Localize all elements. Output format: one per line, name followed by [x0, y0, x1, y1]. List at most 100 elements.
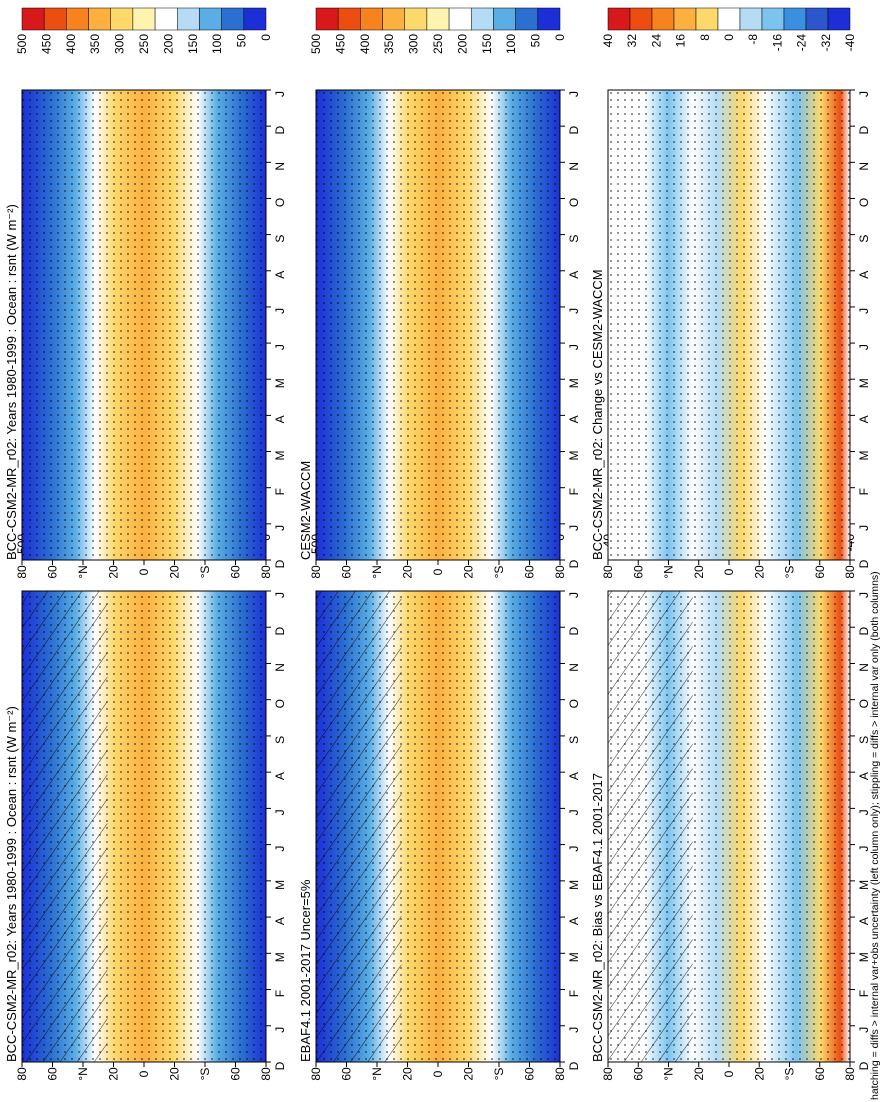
y-tick-label: 60 — [523, 1067, 537, 1081]
y-tick-label: 20 — [692, 1067, 706, 1081]
x-tick-label: J — [273, 525, 287, 531]
colorbar-label: -16 — [770, 34, 784, 52]
colorbar-swatch — [537, 7, 561, 31]
y-tick-label: 80 — [15, 565, 29, 579]
colorbar-swatch — [783, 7, 807, 31]
y-tick-label: °N — [662, 565, 676, 578]
x-tick-label: J — [857, 592, 871, 598]
x-tick-label: S — [567, 736, 581, 744]
colorbar-swatch — [761, 7, 785, 31]
y-tick-label: 0 — [137, 568, 151, 575]
x-tick-label: A — [273, 415, 287, 423]
colorbar-swatch — [651, 7, 675, 31]
x-tick-label: A — [273, 772, 287, 780]
x-tick-label: F — [273, 488, 287, 495]
x-tick-label: J — [567, 846, 581, 852]
y-tick-label: °N — [370, 565, 384, 578]
x-tick-label: J — [857, 846, 871, 852]
colorbar-label: 300 — [407, 34, 421, 54]
y-tick-label: °S — [783, 1068, 797, 1081]
x-tick-label: M — [857, 378, 871, 388]
y-tick-label: 20 — [692, 565, 706, 579]
y-tick-label: 60 — [46, 1067, 60, 1081]
colorbar-swatch — [717, 7, 741, 31]
y-tick-label: 80 — [309, 1067, 323, 1081]
colorbar-label: 200 — [455, 34, 469, 54]
colorbar-label: 300 — [113, 34, 127, 54]
y-tick-label: 20 — [401, 565, 415, 579]
x-tick-label: S — [857, 235, 871, 243]
x-tick-label: J — [567, 809, 581, 815]
y-tick-label: 20 — [168, 565, 182, 579]
x-tick-label: M — [567, 880, 581, 890]
colorbar-swatch — [426, 7, 450, 31]
x-tick-label: N — [857, 663, 871, 672]
colorbar-swatch — [199, 7, 222, 31]
x-tick-label: F — [567, 488, 581, 495]
y-tick-label: 0 — [137, 1070, 151, 1077]
panel-title: BCC-CSM2-MR_r02: Years 1980-1999 : Ocean… — [4, 204, 19, 560]
panel-title: EBAF4.1 2001-2017 Uncer=5% — [298, 879, 313, 1062]
x-tick-label: J — [273, 308, 287, 314]
x-tick-label: M — [273, 378, 287, 388]
y-tick-label: 60 — [229, 1067, 243, 1081]
y-tick-label: 80 — [843, 565, 857, 579]
x-tick-label: S — [857, 736, 871, 744]
colorbar-label: 50 — [529, 34, 543, 48]
y-tick-label: 80 — [259, 565, 273, 579]
y-tick-label: °N — [76, 1067, 90, 1080]
x-tick-label: O — [567, 699, 581, 708]
y-tick-label: 60 — [340, 1067, 354, 1081]
colorbar-label: 100 — [210, 34, 224, 54]
x-tick-label: A — [857, 772, 871, 780]
colorbar-swatch — [515, 7, 539, 31]
stippling-overlay — [316, 90, 560, 560]
y-tick-label: 20 — [107, 1067, 121, 1081]
x-tick-label: A — [567, 917, 581, 925]
y-tick-label: 80 — [553, 565, 567, 579]
x-tick-label: O — [273, 699, 287, 708]
x-tick-label: J — [857, 308, 871, 314]
colorbar-label: 0 — [259, 34, 273, 41]
colorbar-label: 8 — [698, 34, 712, 41]
y-tick-label: 80 — [601, 565, 615, 579]
x-tick-label: F — [857, 990, 871, 997]
colorbar-swatch — [448, 7, 472, 31]
y-tick-label: 80 — [259, 1067, 273, 1081]
x-tick-label: J — [567, 91, 581, 97]
y-tick-label: 80 — [309, 565, 323, 579]
x-tick-label: J — [273, 344, 287, 350]
colorbar-swatch — [110, 7, 134, 31]
y-tick-label: 60 — [46, 565, 60, 579]
colorbar-swatch — [88, 7, 111, 31]
y-tick-label: 20 — [168, 1067, 182, 1081]
y-tick-label: 60 — [813, 1067, 827, 1081]
colorbar-swatch — [243, 7, 267, 31]
x-tick-label: M — [273, 880, 287, 890]
x-tick-label: D — [857, 125, 871, 134]
x-tick-label: M — [273, 952, 287, 962]
x-tick-label: J — [273, 91, 287, 97]
x-tick-label: J — [567, 308, 581, 314]
panel-title: BCC-CSM2-MR_r02: Years 1980-1999 : Ocean… — [4, 706, 19, 1062]
stippling-overlay — [608, 90, 850, 560]
colorbar-swatch — [695, 7, 719, 31]
colorbar-label: 0 — [553, 34, 567, 41]
x-tick-label: A — [857, 415, 871, 423]
y-tick-label: 20 — [462, 565, 476, 579]
x-tick-label: D — [567, 559, 581, 568]
y-tick-label: 60 — [523, 565, 537, 579]
colorbar-label: 450 — [333, 34, 347, 54]
x-tick-label: A — [857, 917, 871, 925]
colorbar-label: 150 — [186, 34, 200, 54]
x-tick-label: J — [567, 592, 581, 598]
colorbar-label: 40 — [601, 34, 615, 48]
colorbar-label: 0 — [722, 34, 736, 41]
colorbar-label: -40 — [843, 34, 857, 52]
y-tick-label: °S — [492, 566, 506, 579]
x-tick-label: M — [567, 952, 581, 962]
